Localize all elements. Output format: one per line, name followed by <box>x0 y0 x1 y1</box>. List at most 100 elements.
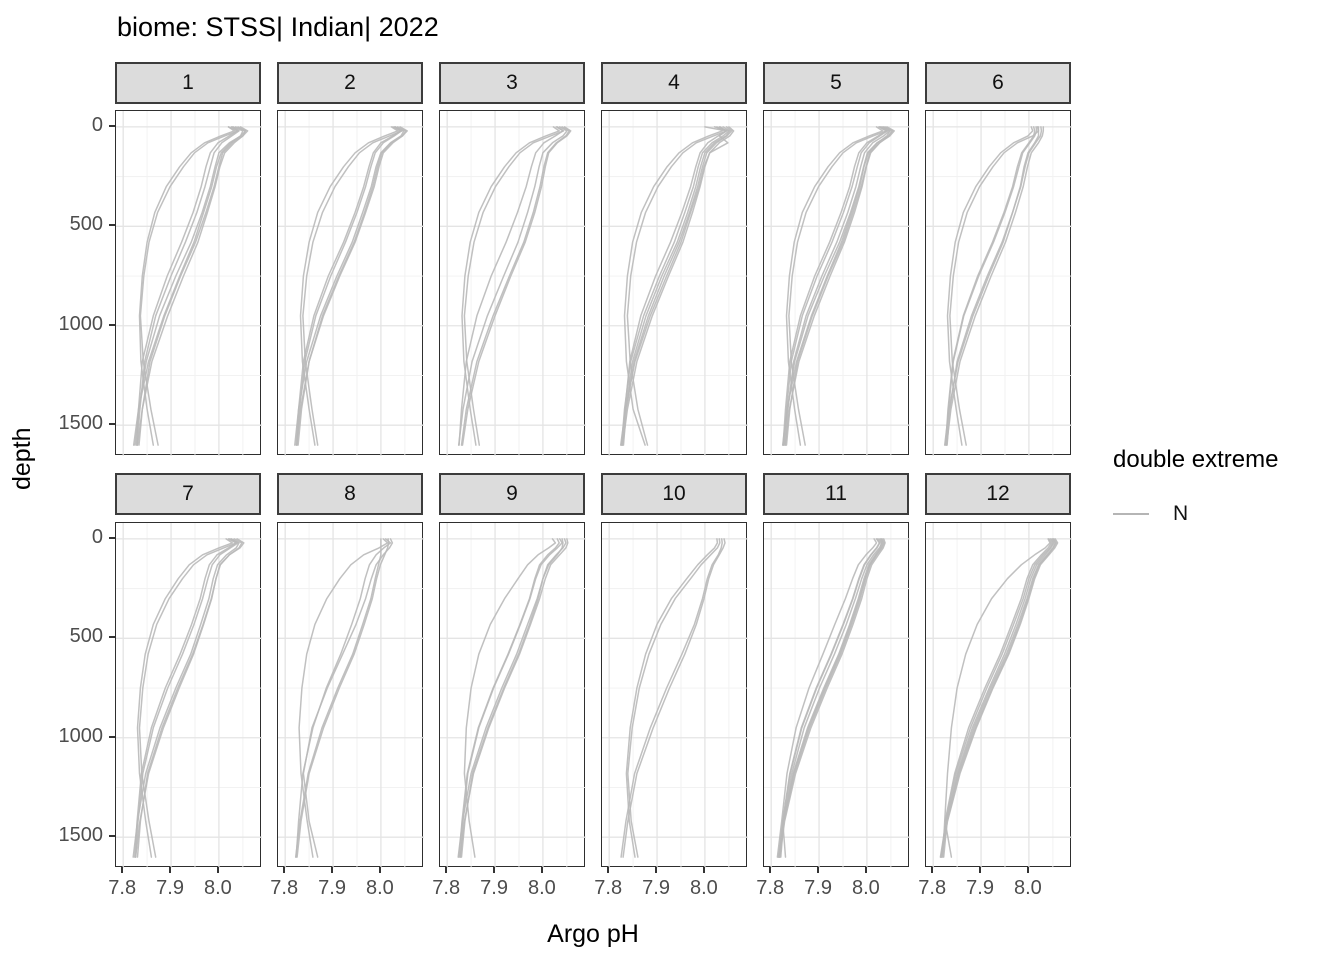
facet-strip-8: 8 <box>277 473 423 515</box>
y-tick-label: 500 <box>69 213 103 236</box>
profile-line <box>776 538 878 858</box>
profile-line <box>944 126 1036 446</box>
profile-line <box>622 538 726 858</box>
facet-panel-1 <box>115 110 262 456</box>
profile-line <box>940 538 1056 858</box>
facet-plot-10 <box>602 523 748 868</box>
profile-line <box>784 126 893 446</box>
profile-line <box>622 126 733 446</box>
y-axis-tick <box>109 124 115 127</box>
x-tick-label: 7.8 <box>756 877 785 899</box>
facet-label: 11 <box>825 482 847 505</box>
facet-label: 6 <box>992 71 1004 94</box>
profile-line <box>779 538 886 858</box>
x-axis-tick <box>378 867 381 873</box>
profile-line <box>621 126 735 446</box>
profile-line <box>136 538 245 858</box>
profile-line <box>295 126 407 446</box>
x-tick-label: 7.9 <box>156 877 184 899</box>
profile-line <box>782 126 887 446</box>
profile-line <box>785 126 884 446</box>
facet-plot-4 <box>602 111 748 456</box>
x-axis-title: Argo pH <box>547 920 639 948</box>
facet-panel-8 <box>277 522 424 868</box>
facet-plot-11 <box>764 523 910 868</box>
profile-line <box>302 126 403 446</box>
profile-line <box>942 538 1051 858</box>
facet-strip-12: 12 <box>925 473 1071 515</box>
y-axis-tick <box>109 636 115 639</box>
profile-line <box>627 538 721 858</box>
y-tick-label: 0 <box>91 113 103 136</box>
facet-panel-7 <box>115 522 262 868</box>
facet-strip-4: 4 <box>601 62 747 104</box>
profile-line <box>782 126 894 446</box>
x-axis-tick <box>702 867 705 873</box>
x-tick-label: 8.0 <box>204 877 232 899</box>
facet-label: 1 <box>182 71 194 94</box>
facet-strip-9: 9 <box>439 473 585 515</box>
profile-line <box>620 126 731 446</box>
profile-line <box>302 538 394 858</box>
x-tick-label: 7.8 <box>432 877 461 899</box>
x-tick-label: 8.0 <box>690 877 718 899</box>
facet-panel-3 <box>439 110 586 456</box>
profile-line <box>136 126 240 446</box>
x-axis-tick <box>331 867 334 873</box>
profile-line <box>457 538 564 858</box>
x-axis-tick <box>817 867 820 873</box>
x-axis-tick <box>121 867 124 873</box>
x-tick-label: 8.0 <box>366 877 394 899</box>
x-tick-label: 8.0 <box>852 877 880 899</box>
x-axis-tick <box>931 867 934 873</box>
facet-plot-3 <box>440 111 586 456</box>
facet-panel-9 <box>439 522 586 868</box>
legend-entry: N <box>1113 502 1278 526</box>
y-tick-label: 1000 <box>58 312 104 335</box>
profile-line <box>461 126 560 446</box>
facet-panel-6 <box>925 110 1072 456</box>
x-axis-tick <box>216 867 219 873</box>
profile-line <box>463 538 557 858</box>
legend-title: double extreme <box>1113 446 1279 473</box>
profile-line <box>295 538 392 858</box>
y-tick-label: 0 <box>91 525 103 548</box>
profile-line <box>788 126 888 446</box>
x-tick-label: 7.8 <box>108 877 137 899</box>
x-axis-tick <box>493 867 496 873</box>
y-tick-label: 1500 <box>58 412 104 435</box>
facet-label: 7 <box>182 482 194 505</box>
x-axis-tick <box>769 867 772 873</box>
profile-line <box>626 126 728 446</box>
profile-line <box>623 126 723 446</box>
x-tick-label: 8.0 <box>1014 877 1042 899</box>
x-tick-label: 8.0 <box>528 877 556 899</box>
x-tick-label: 7.9 <box>966 877 994 899</box>
y-axis-tick <box>109 224 115 227</box>
profile-line <box>458 538 560 858</box>
facet-plot-8 <box>278 523 424 868</box>
y-tick-label: 500 <box>69 625 103 648</box>
profile-line <box>297 126 408 446</box>
facet-strip-6: 6 <box>925 62 1071 104</box>
profile-line <box>461 126 572 446</box>
profile-line <box>784 126 891 446</box>
profile-line <box>459 538 569 858</box>
profile-line <box>134 538 239 858</box>
profile-line <box>136 538 234 858</box>
facet-panel-10 <box>601 522 748 868</box>
profile-line <box>785 126 895 446</box>
profile-line <box>138 126 249 446</box>
x-axis-tick <box>1026 867 1029 873</box>
profile-line <box>132 538 240 858</box>
profile-line <box>939 538 1055 858</box>
profile-line <box>134 126 247 446</box>
profile-line <box>779 538 883 858</box>
facet-plot-9 <box>440 523 586 868</box>
profile-line <box>781 538 881 858</box>
profile-line <box>299 126 399 446</box>
profile-line <box>457 126 568 446</box>
profile-line <box>781 126 891 446</box>
facet-plot-6 <box>926 111 1072 456</box>
y-axis-tick <box>109 536 115 539</box>
